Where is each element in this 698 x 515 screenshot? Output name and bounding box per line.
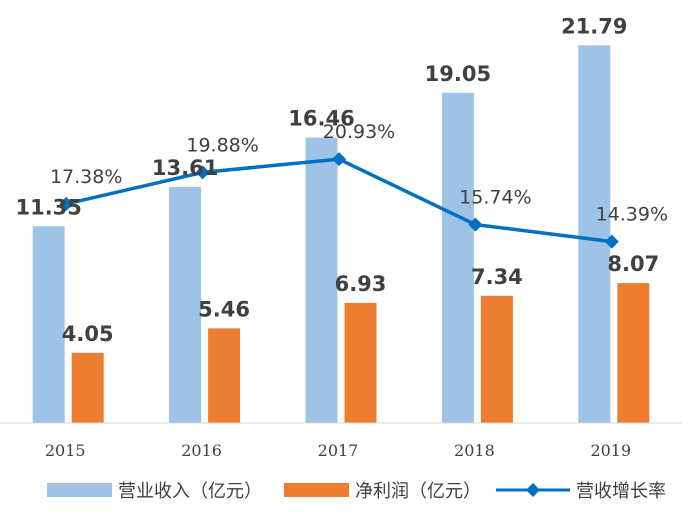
- data-label-revenue-2018: 19.05: [425, 62, 491, 86]
- bar-revenue-2017: [305, 137, 338, 423]
- bar-profit-2015: [71, 352, 104, 423]
- bar-profit-2018: [480, 295, 513, 423]
- legend-swatch-revenue: [47, 483, 112, 497]
- growth-marker-2016: [195, 165, 210, 180]
- bar-revenue-2015: [32, 226, 65, 423]
- growth-label-2018: 15.74%: [459, 187, 531, 209]
- legend-label-revenue: 营业收入（亿元）: [118, 481, 262, 502]
- x-tick-2019: 2019: [590, 441, 631, 460]
- growth-label-2017: 20.93%: [323, 121, 395, 143]
- x-tick-2016: 2016: [181, 441, 222, 460]
- x-tick-labels: 2015 2016 2017 2018 2019: [45, 441, 631, 460]
- growth-label-2016: 19.88%: [186, 134, 258, 156]
- bar-revenue-2018: [441, 92, 474, 424]
- growth-label-2015: 17.38%: [50, 166, 122, 188]
- data-label-profit-2017: 6.93: [335, 272, 387, 296]
- data-label-revenue-2019: 21.79: [561, 14, 627, 38]
- legend-label-profit: 净利润（亿元）: [355, 481, 481, 502]
- data-label-revenue-2017: 16.46: [288, 107, 354, 131]
- growth-marker-2019: [604, 234, 619, 249]
- x-tick-2017: 2017: [318, 441, 359, 460]
- bar-profit-2016: [208, 328, 241, 423]
- bar-profit-2017: [344, 302, 377, 423]
- data-label-profit-2015: 4.05: [62, 322, 114, 346]
- legend: 营业收入（亿元） 净利润（亿元） 营收增长率: [47, 481, 666, 502]
- bar-revenue-2016: [169, 187, 202, 423]
- legend-label-growth: 营收增长率: [576, 481, 666, 502]
- data-label-profit-2016: 5.46: [198, 297, 250, 321]
- x-tick-2018: 2018: [454, 441, 495, 460]
- growth-marker-2018: [468, 217, 483, 232]
- growth-line-layer: [59, 152, 619, 249]
- data-label-revenue-2016: 13.61: [152, 156, 218, 180]
- data-label-revenue-2015: 11.35: [15, 195, 81, 219]
- legend-marker-growth: [526, 483, 540, 497]
- growth-marker-2017: [332, 152, 346, 167]
- bar-profit-2019: [617, 283, 650, 423]
- data-label-profit-2019: 8.07: [607, 252, 659, 276]
- bar-revenue-2019: [578, 45, 611, 423]
- labels-layer: 11.35 13.61 16.46 19.05 21.79 4.05 5.46 6.93 7.3…: [15, 14, 668, 345]
- growth-marker-2015: [59, 196, 74, 211]
- legend-swatch-profit: [284, 483, 349, 497]
- bars-layer: [32, 45, 650, 424]
- data-label-profit-2018: 7.34: [471, 265, 523, 289]
- x-tick-2015: 2015: [45, 441, 86, 460]
- growth-label-2019: 14.39%: [596, 204, 668, 226]
